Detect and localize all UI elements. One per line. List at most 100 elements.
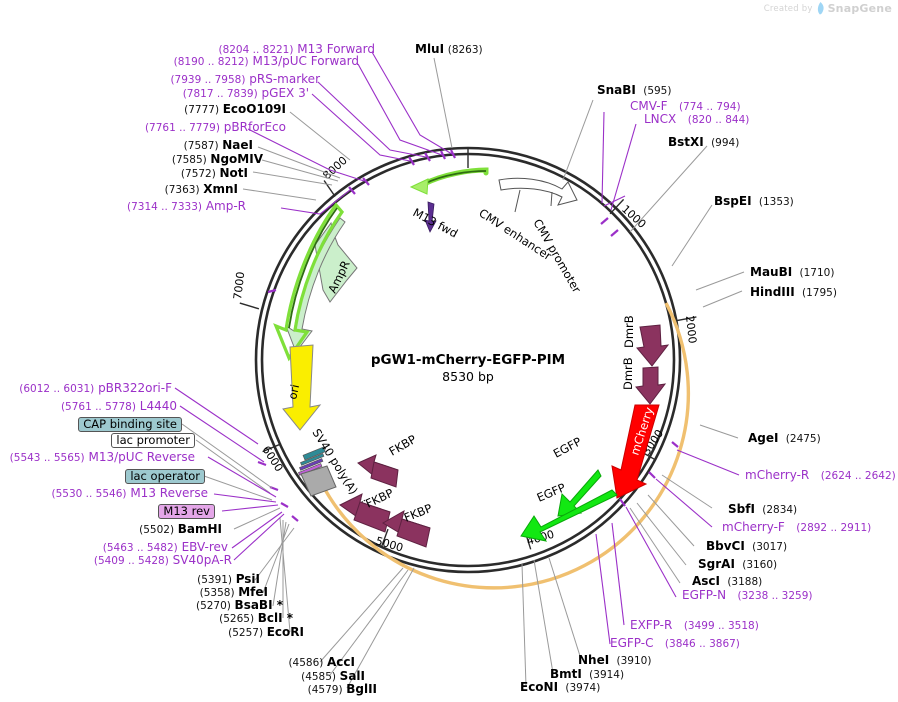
label-m13-puc-reverse[interactable]: (5543 .. 5565) M13/pUC Reverse xyxy=(0,451,195,464)
feature-label-fkbp-3: FKBP xyxy=(402,501,434,525)
feature-label-ori: ori xyxy=(285,383,302,401)
feature-cmv[interactable]: CMV enhancer CMV promoter xyxy=(476,177,584,295)
label-lac-operator[interactable]: lac operator xyxy=(0,469,205,484)
label-m13-forward[interactable]: (8204 .. 8221) M13 Forward xyxy=(20,43,375,56)
label-nhei[interactable]: NheI (3910) xyxy=(578,654,651,667)
label-m13-reverse[interactable]: (5530 .. 5546) M13 Reverse xyxy=(0,486,209,500)
label-sgrai[interactable]: SgrAI (3160) xyxy=(698,558,777,571)
label-name: EBV-rev xyxy=(181,540,228,554)
label-range: (7363) xyxy=(164,184,200,196)
label-lac-promoter[interactable]: lac promoter xyxy=(0,433,195,448)
plasmid-name: pGW1-mCherry-EGFP-PIM xyxy=(370,352,566,368)
plasmid-size: 8530 bp xyxy=(442,369,494,384)
label-bsabi[interactable]: (5270) BsaBI * xyxy=(98,599,283,612)
label-ecori[interactable]: (5257) EcoRI xyxy=(120,626,304,639)
label-range: (7777) xyxy=(184,104,220,116)
feature-ampr[interactable]: AmpR xyxy=(273,202,358,362)
label-bglii[interactable]: (4579) BglII xyxy=(200,683,377,696)
label-name: BamHI xyxy=(177,522,222,536)
ruler-tick-8000: 8000 xyxy=(320,154,350,182)
label-range: (7761 .. 7779) xyxy=(144,122,220,134)
label-m13-rev[interactable]: M13 rev xyxy=(0,504,215,519)
label-name: M13 rev xyxy=(158,504,215,519)
label-egfp-c[interactable]: EGFP-C (3846 .. 3867) xyxy=(610,637,740,650)
label-range: (7572) xyxy=(180,168,216,180)
label-name: M13 Reverse xyxy=(130,486,208,500)
leader-snabi xyxy=(562,99,594,181)
label-cap-binding-site[interactable]: CAP binding site xyxy=(0,417,182,432)
label-prs-marker[interactable]: (7939 .. 7958) pRS-marker xyxy=(20,73,320,86)
label-econi[interactable]: EcoNI (3974) xyxy=(520,681,600,694)
primer-tick-marks xyxy=(257,149,679,522)
label-hindiii[interactable]: HindIII (1795) xyxy=(750,286,837,299)
label-name: Amp-R xyxy=(205,199,246,213)
label-range: (1710) xyxy=(799,267,835,279)
watermark-created-by: Created by xyxy=(763,3,813,14)
feature-fkbp-1[interactable]: FKBP xyxy=(357,432,419,488)
label-xmni[interactable]: (7363) XmnI xyxy=(20,183,238,196)
feature-m13-fwd[interactable]: M13 fwd xyxy=(409,167,489,241)
ruler-tick-2000: 2000 xyxy=(683,315,699,344)
label-maubi[interactable]: MauBI (1710) xyxy=(750,266,834,279)
label-name: SnaBI xyxy=(597,83,636,97)
label-m13-puc-forward[interactable]: (8190 .. 8212) M13/pUC Forward xyxy=(20,55,359,68)
leader-exfp-r xyxy=(611,522,625,626)
watermark-brand: SnapGene xyxy=(827,2,892,15)
label-pbrforeco[interactable]: (7761 .. 7779) pBRforEco xyxy=(20,121,286,134)
label-name: BspEI xyxy=(714,194,752,208)
label-range: (8190 .. 8212) xyxy=(173,56,249,68)
label-naei[interactable]: (7587) NaeI xyxy=(20,139,253,152)
label-bbvci[interactable]: BbvCI (3017) xyxy=(706,540,787,553)
label-range: (5257) xyxy=(228,627,264,639)
label-range: (3160) xyxy=(742,559,778,571)
label-bamhi[interactable]: (5502) BamHI xyxy=(0,523,222,536)
label-name: XmnI xyxy=(203,182,238,196)
label-range: (5358) xyxy=(199,587,235,599)
label-egfp-n[interactable]: EGFP-N (3238 .. 3259) xyxy=(682,589,813,602)
feature-dmrb-2[interactable]: DmrB xyxy=(621,357,667,405)
leader-bstxi xyxy=(629,145,708,233)
label-l4440[interactable]: (5761 .. 5778) L4440 xyxy=(0,400,177,413)
label-sali[interactable]: (4585) SalI xyxy=(190,670,365,683)
label-name: BclI * xyxy=(257,611,293,625)
label-acci[interactable]: (4586) AccI xyxy=(180,656,355,669)
leader-lines-left xyxy=(174,387,285,561)
label-sv40pa-r[interactable]: (5409 .. 5428) SV40pA-R xyxy=(0,554,232,567)
feature-ori[interactable]: ori xyxy=(282,344,322,431)
label-range: (7939 .. 7958) xyxy=(170,74,246,86)
label-amp-r[interactable]: (7314 .. 7333) Amp-R xyxy=(10,200,246,213)
feature-label-fkbp-1: FKBP xyxy=(387,432,419,459)
label-mcherry-r[interactable]: mCherry-R (2624 .. 2642) xyxy=(745,469,896,482)
label-cmv-f[interactable]: CMV-F (774 .. 794) xyxy=(630,100,741,113)
label-asci[interactable]: AscI (3188) xyxy=(692,575,762,588)
label-snabi[interactable]: SnaBI (595) xyxy=(597,84,671,97)
feature-dmrb-1[interactable]: DmrB xyxy=(622,315,670,367)
label-sbfi[interactable]: SbfI (2834) xyxy=(728,503,797,516)
leader-lines-top-right xyxy=(562,99,745,645)
label-noti[interactable]: (7572) NotI xyxy=(20,167,248,180)
label-range: (4585) xyxy=(301,671,337,683)
label-name: EGFP-C xyxy=(610,636,654,650)
label-agei[interactable]: AgeI (2475) xyxy=(748,432,821,445)
label-ecoo109i[interactable]: (7777) EcoO109I xyxy=(20,103,286,116)
label-ebv-rev[interactable]: (5463 .. 5482) EBV-rev xyxy=(0,541,228,554)
label-lncx[interactable]: LNCX (820 .. 844) xyxy=(644,113,749,126)
label-name: BmtI xyxy=(550,667,582,681)
label-exfp-r[interactable]: EXFP-R (3499 .. 3518) xyxy=(630,619,759,632)
label-bstxi[interactable]: BstXI (994) xyxy=(668,136,739,149)
label-bmti[interactable]: BmtI (3914) xyxy=(550,668,624,681)
label-mlui[interactable]: MluI (8263) xyxy=(415,43,483,56)
label-pbr322ori-f[interactable]: (6012 .. 6031) pBR322ori-F xyxy=(0,382,172,395)
label-name: AscI xyxy=(692,574,721,588)
label-range: (774 .. 794) xyxy=(678,101,741,113)
label-bclii[interactable]: (5265) BclI * xyxy=(110,612,293,625)
label-bspei[interactable]: BspEI (1353) xyxy=(714,195,794,208)
label-name: M13/pUC Forward xyxy=(252,54,359,68)
label-pgex-3prime[interactable]: (7817 .. 7839) pGEX 3' xyxy=(20,87,309,100)
label-psii[interactable]: (5391) PsiI xyxy=(90,573,260,586)
leader-lines-bottom-left xyxy=(254,517,295,633)
label-range: (2475) xyxy=(785,433,821,445)
label-ngomiv[interactable]: (7585) NgoMIV xyxy=(20,153,263,166)
label-mfei[interactable]: (5358) MfeI xyxy=(98,586,268,599)
label-mcherry-f[interactable]: mCherry-F (2892 .. 2911) xyxy=(722,521,871,534)
